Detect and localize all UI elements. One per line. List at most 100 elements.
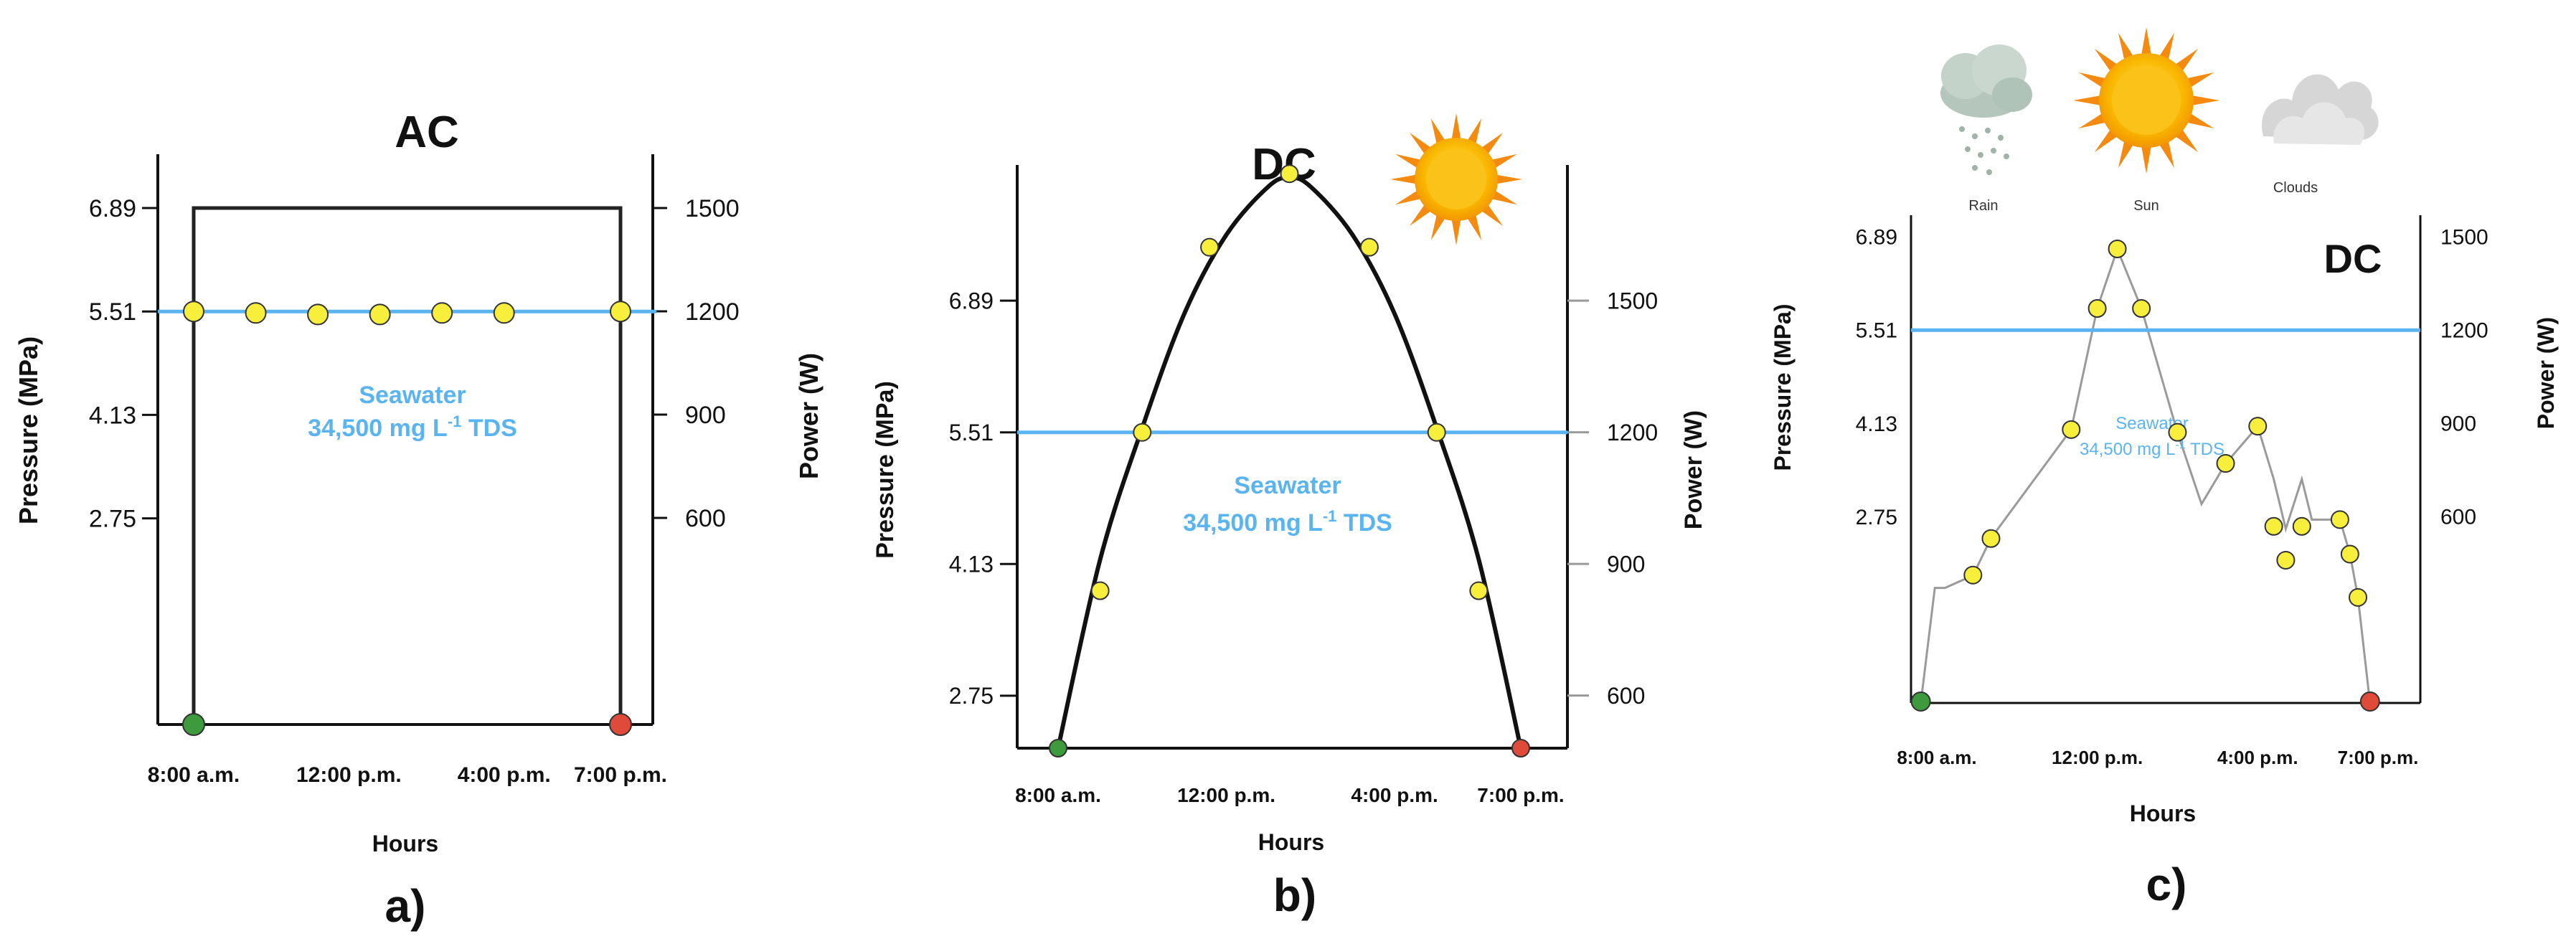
start-point [182, 713, 205, 736]
panel-c-ylabel: Pressure (MPa) [1770, 304, 1796, 471]
y2-tick-label: 600 [2440, 506, 2476, 529]
panel-b-seawater-label: Seawater [1234, 472, 1341, 499]
x-tick-label: 7:00 p.m. [1477, 784, 1564, 806]
end-point [609, 713, 632, 736]
start-point [1049, 739, 1067, 757]
panel-b-label: b) [1273, 869, 1316, 921]
panel-a-tds-label: 34,500 mg L-1 TDS [308, 412, 517, 442]
y2-tick-label: 1200 [2440, 319, 2488, 343]
y-tick-label: 4.13 [949, 551, 994, 577]
data-point [307, 303, 329, 326]
y2-tick-label: 900 [685, 402, 726, 429]
sun-icon [2073, 27, 2219, 174]
panel-b-y2label: Power (W) [1680, 410, 1707, 529]
end-point [2359, 692, 2380, 712]
panel-c-y-ticks: 2.75 4.13 5.51 6.89 [1856, 226, 1897, 530]
y2-tick-label: 1200 [685, 298, 740, 326]
panel-c-tds-label: 34,500 mg L-1 TDS [2080, 439, 2224, 459]
panel-c-x-ticks: 8:00 a.m. 12:00 p.m. 4:00 p.m. 7:00 p.m. [1897, 747, 2418, 768]
clouds-label: Clouds [2273, 180, 2318, 196]
data-point [245, 302, 267, 324]
x-tick-label: 7:00 p.m. [574, 763, 667, 787]
panel-a-y-ticks: 2.75 4.13 5.51 6.89 [89, 195, 158, 533]
data-point [2087, 299, 2107, 318]
y2-tick-label: 900 [1607, 551, 1645, 577]
data-point [1981, 529, 2001, 548]
panel-b-ylabel: Pressure (MPa) [872, 381, 899, 559]
data-point [1200, 237, 1219, 257]
data-point [2062, 420, 2081, 439]
clouds-icon [2262, 74, 2379, 145]
panel-a-xlabel: Hours [372, 831, 438, 856]
sun-icon [1390, 113, 1522, 245]
panel-a-y2label: Power (W) [794, 353, 824, 479]
y2-tick-label: 900 [2440, 412, 2476, 436]
panel-a-seawater-label: Seawater [359, 382, 466, 409]
y-tick-label: 5.51 [1856, 319, 1897, 343]
data-point [369, 303, 391, 326]
panel-a: AC 2.75 4.13 5.51 6.89 600 900 1200 1500 8:00 … [14, 108, 824, 932]
sun-label: Sun [2133, 198, 2159, 214]
data-point [1090, 581, 1110, 600]
y2-tick-label: 1200 [1607, 420, 1658, 445]
x-tick-label: 8:00 a.m. [1015, 784, 1101, 806]
panel-a-power-curve [192, 206, 623, 724]
data-point [183, 301, 204, 323]
data-point [2264, 516, 2283, 536]
panel-b-y2-ticks: 600 900 1200 1500 [1567, 288, 1658, 709]
data-point [2330, 510, 2349, 529]
panel-a-x-ticks: 8:00 a.m. 12:00 p.m. 4:00 p.m. 7:00 p.m. [148, 763, 667, 787]
panel-c: DC 2.75 4.13 5.51 6.89 600 900 1200 1500 8:00 … [1770, 27, 2559, 910]
panel-c-power-curve [1920, 246, 2372, 704]
panel-a-label: a) [385, 880, 426, 932]
panel-c-label: c) [2146, 859, 2187, 910]
panel-b-x-ticks: 8:00 a.m. 12:00 p.m. 4:00 p.m. 7:00 p.m. [1015, 784, 1565, 806]
data-point [1359, 237, 1379, 257]
data-point [493, 302, 515, 324]
data-point [431, 302, 453, 324]
x-tick-label: 8:00 a.m. [148, 763, 240, 787]
panel-a-ylabel: Pressure (MPa) [14, 336, 43, 524]
x-tick-label: 7:00 p.m. [2338, 747, 2419, 768]
data-point [1280, 164, 1299, 184]
x-tick-label: 4:00 p.m. [2217, 747, 2298, 768]
rain-label: Rain [1968, 198, 1998, 214]
rain-cloud-icon [1940, 44, 2032, 175]
panel-b-power-curve [1056, 175, 1523, 749]
panel-a-points [182, 301, 632, 736]
y-tick-label: 2.75 [1856, 506, 1897, 529]
y-tick-label: 6.89 [949, 288, 994, 313]
y2-tick-label: 1500 [2440, 226, 2488, 250]
panel-a-title: AC [395, 108, 459, 157]
sun-rays [2073, 27, 2219, 174]
y-tick-label: 6.89 [1856, 226, 1897, 250]
panel-c-title: DC [2324, 236, 2382, 281]
data-point [2132, 299, 2151, 318]
x-tick-label: 12:00 p.m. [296, 763, 402, 787]
end-point [1511, 739, 1530, 757]
data-point [2340, 544, 2359, 564]
x-tick-label: 8:00 a.m. [1897, 747, 1976, 768]
panel-c-points [1910, 239, 2380, 712]
data-point [2248, 417, 2268, 436]
y-tick-label: 2.75 [949, 683, 994, 709]
panel-c-y2label: Power (W) [2533, 317, 2559, 429]
data-point [2108, 239, 2127, 258]
y-tick-label: 2.75 [89, 506, 136, 533]
data-point [2292, 516, 2311, 536]
sun-rays [1390, 113, 1522, 245]
panel-b-points [1049, 164, 1530, 757]
start-point [1910, 692, 1931, 712]
y2-tick-label: 1500 [1607, 288, 1658, 313]
data-point [1469, 581, 1488, 600]
data-point [610, 301, 631, 323]
data-point [1963, 565, 1983, 585]
y-tick-label: 6.89 [89, 195, 136, 222]
panel-b-y-ticks: 2.75 4.13 5.51 6.89 [949, 288, 1017, 709]
data-point [2349, 587, 2368, 607]
x-tick-label: 12:00 p.m. [2052, 747, 2143, 768]
x-tick-label: 4:00 p.m. [458, 763, 551, 787]
panel-c-xlabel: Hours [2130, 801, 2196, 826]
